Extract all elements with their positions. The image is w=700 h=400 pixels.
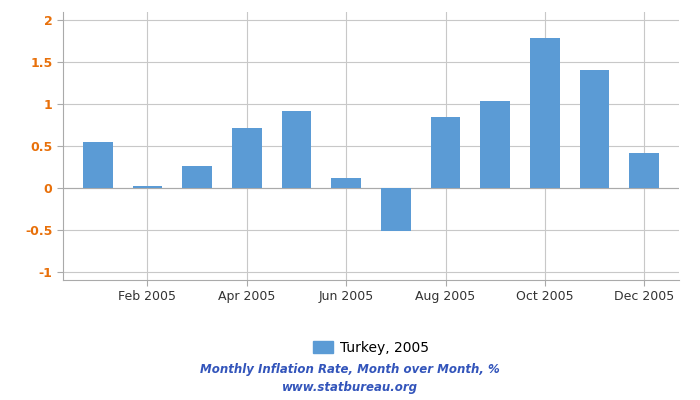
Bar — [281, 111, 312, 188]
Bar — [580, 70, 610, 188]
Bar — [132, 186, 162, 188]
Bar — [331, 178, 361, 188]
Bar — [480, 101, 510, 188]
Bar — [530, 38, 560, 188]
Bar — [430, 117, 461, 188]
Legend: Turkey, 2005: Turkey, 2005 — [307, 335, 435, 360]
Bar — [83, 142, 113, 188]
Bar — [232, 128, 262, 188]
Bar — [182, 166, 212, 188]
Text: www.statbureau.org: www.statbureau.org — [282, 382, 418, 394]
Bar — [381, 188, 411, 232]
Text: Monthly Inflation Rate, Month over Month, %: Monthly Inflation Rate, Month over Month… — [200, 364, 500, 376]
Bar — [629, 153, 659, 188]
